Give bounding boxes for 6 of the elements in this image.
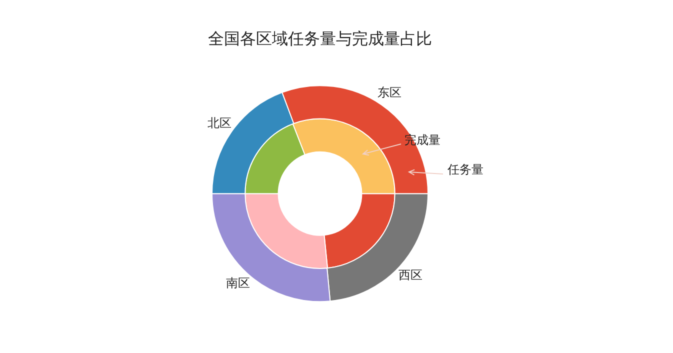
- slice-label: 任务量: [446, 162, 484, 177]
- slice-label: 南区: [226, 276, 250, 290]
- chart-title: 全国各区域任务量与完成量占比: [208, 28, 432, 48]
- slice-label: 西区: [398, 268, 422, 282]
- slice-label: 北区: [208, 116, 232, 130]
- slice-label: 东区: [378, 85, 402, 100]
